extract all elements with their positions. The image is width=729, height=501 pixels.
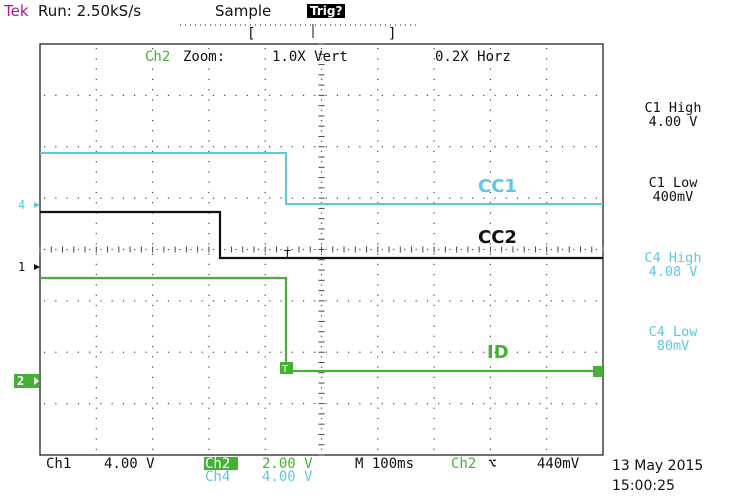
acquisition-run-status: Run: 2.50kS/s xyxy=(38,2,142,20)
ch2-marker-box xyxy=(14,374,39,388)
c1-low-value: 400mV xyxy=(652,189,694,205)
zoom-label: Zoom: xyxy=(183,49,226,65)
c4-low-label: C4 Low xyxy=(648,324,698,340)
brand-label: Tek xyxy=(4,2,29,20)
trace-label-cc1: CC1 xyxy=(478,176,517,197)
trigger-status-badge: Trig? xyxy=(307,4,346,18)
ch4-scale: 4.00 V xyxy=(262,469,313,485)
c4-high-value: 4.08 V xyxy=(648,264,698,280)
ch1-name: Ch1 xyxy=(46,456,72,472)
c4-low-value: 80mV xyxy=(656,338,690,354)
ch2-label-highlight xyxy=(204,457,238,470)
svg-text:]: ] xyxy=(388,26,396,42)
measurement-c4-low: C4 Low 80mV xyxy=(628,325,718,353)
waveform-ch4 xyxy=(40,152,603,205)
svg-text:T: T xyxy=(281,364,289,375)
waveform-ch1 xyxy=(40,210,603,260)
c1-low-label: C1 Low xyxy=(648,175,698,191)
trigger-marker-ch2: T xyxy=(280,362,293,375)
c1-high-label: C1 High xyxy=(644,100,702,116)
zoom-vert: 1.0X Vert xyxy=(272,49,348,65)
c4-high-label: C4 High xyxy=(644,250,702,266)
ch2-right-edge-marker xyxy=(593,366,603,377)
waveform-ch2 xyxy=(40,276,603,373)
svg-text:T: T xyxy=(283,248,291,261)
trigger-source: Ch2 xyxy=(451,456,477,472)
measurement-c1-high: C1 High 4.00 V xyxy=(628,101,718,129)
trigger-marker-ch1: T xyxy=(283,248,291,261)
timebase: M 100ms xyxy=(355,456,415,472)
graticule-grid xyxy=(39,43,604,456)
ch1-scale: 4.00 V xyxy=(104,456,155,472)
acquisition-mode: Sample xyxy=(215,2,272,20)
ch2-scale: 2.00 V xyxy=(262,456,313,472)
trigger-level: 440mV xyxy=(537,456,580,472)
zoom-window-indicator: [ ] xyxy=(180,24,420,42)
zoom-channel: Ch2 xyxy=(145,49,171,65)
svg-text:[: [ xyxy=(247,26,255,42)
ch4-arrow-icon xyxy=(34,202,40,208)
measurement-c1-low: C1 Low 400mV xyxy=(628,176,718,204)
ch4-name: Ch4 xyxy=(205,469,231,485)
time-label: 15:00:25 xyxy=(612,478,675,494)
ch1-marker-label: 1 xyxy=(18,260,26,274)
trigger-slope-icon: ⌥ xyxy=(488,456,497,472)
zoom-horz: 0.2X Horz xyxy=(435,49,511,65)
trace-label-cc2: CC2 xyxy=(478,227,517,248)
trace-label-id: ID xyxy=(487,342,509,363)
measurement-c4-high: C4 High 4.08 V xyxy=(628,251,718,279)
ch2-marker-label: 2 xyxy=(17,374,25,388)
c1-high-value: 4.00 V xyxy=(648,114,698,130)
ch1-arrow-icon xyxy=(34,264,40,270)
ch4-marker-label: 4 xyxy=(18,198,26,212)
ch2-name: Ch2 xyxy=(205,456,231,472)
date-label: 13 May 2015 xyxy=(612,458,704,474)
